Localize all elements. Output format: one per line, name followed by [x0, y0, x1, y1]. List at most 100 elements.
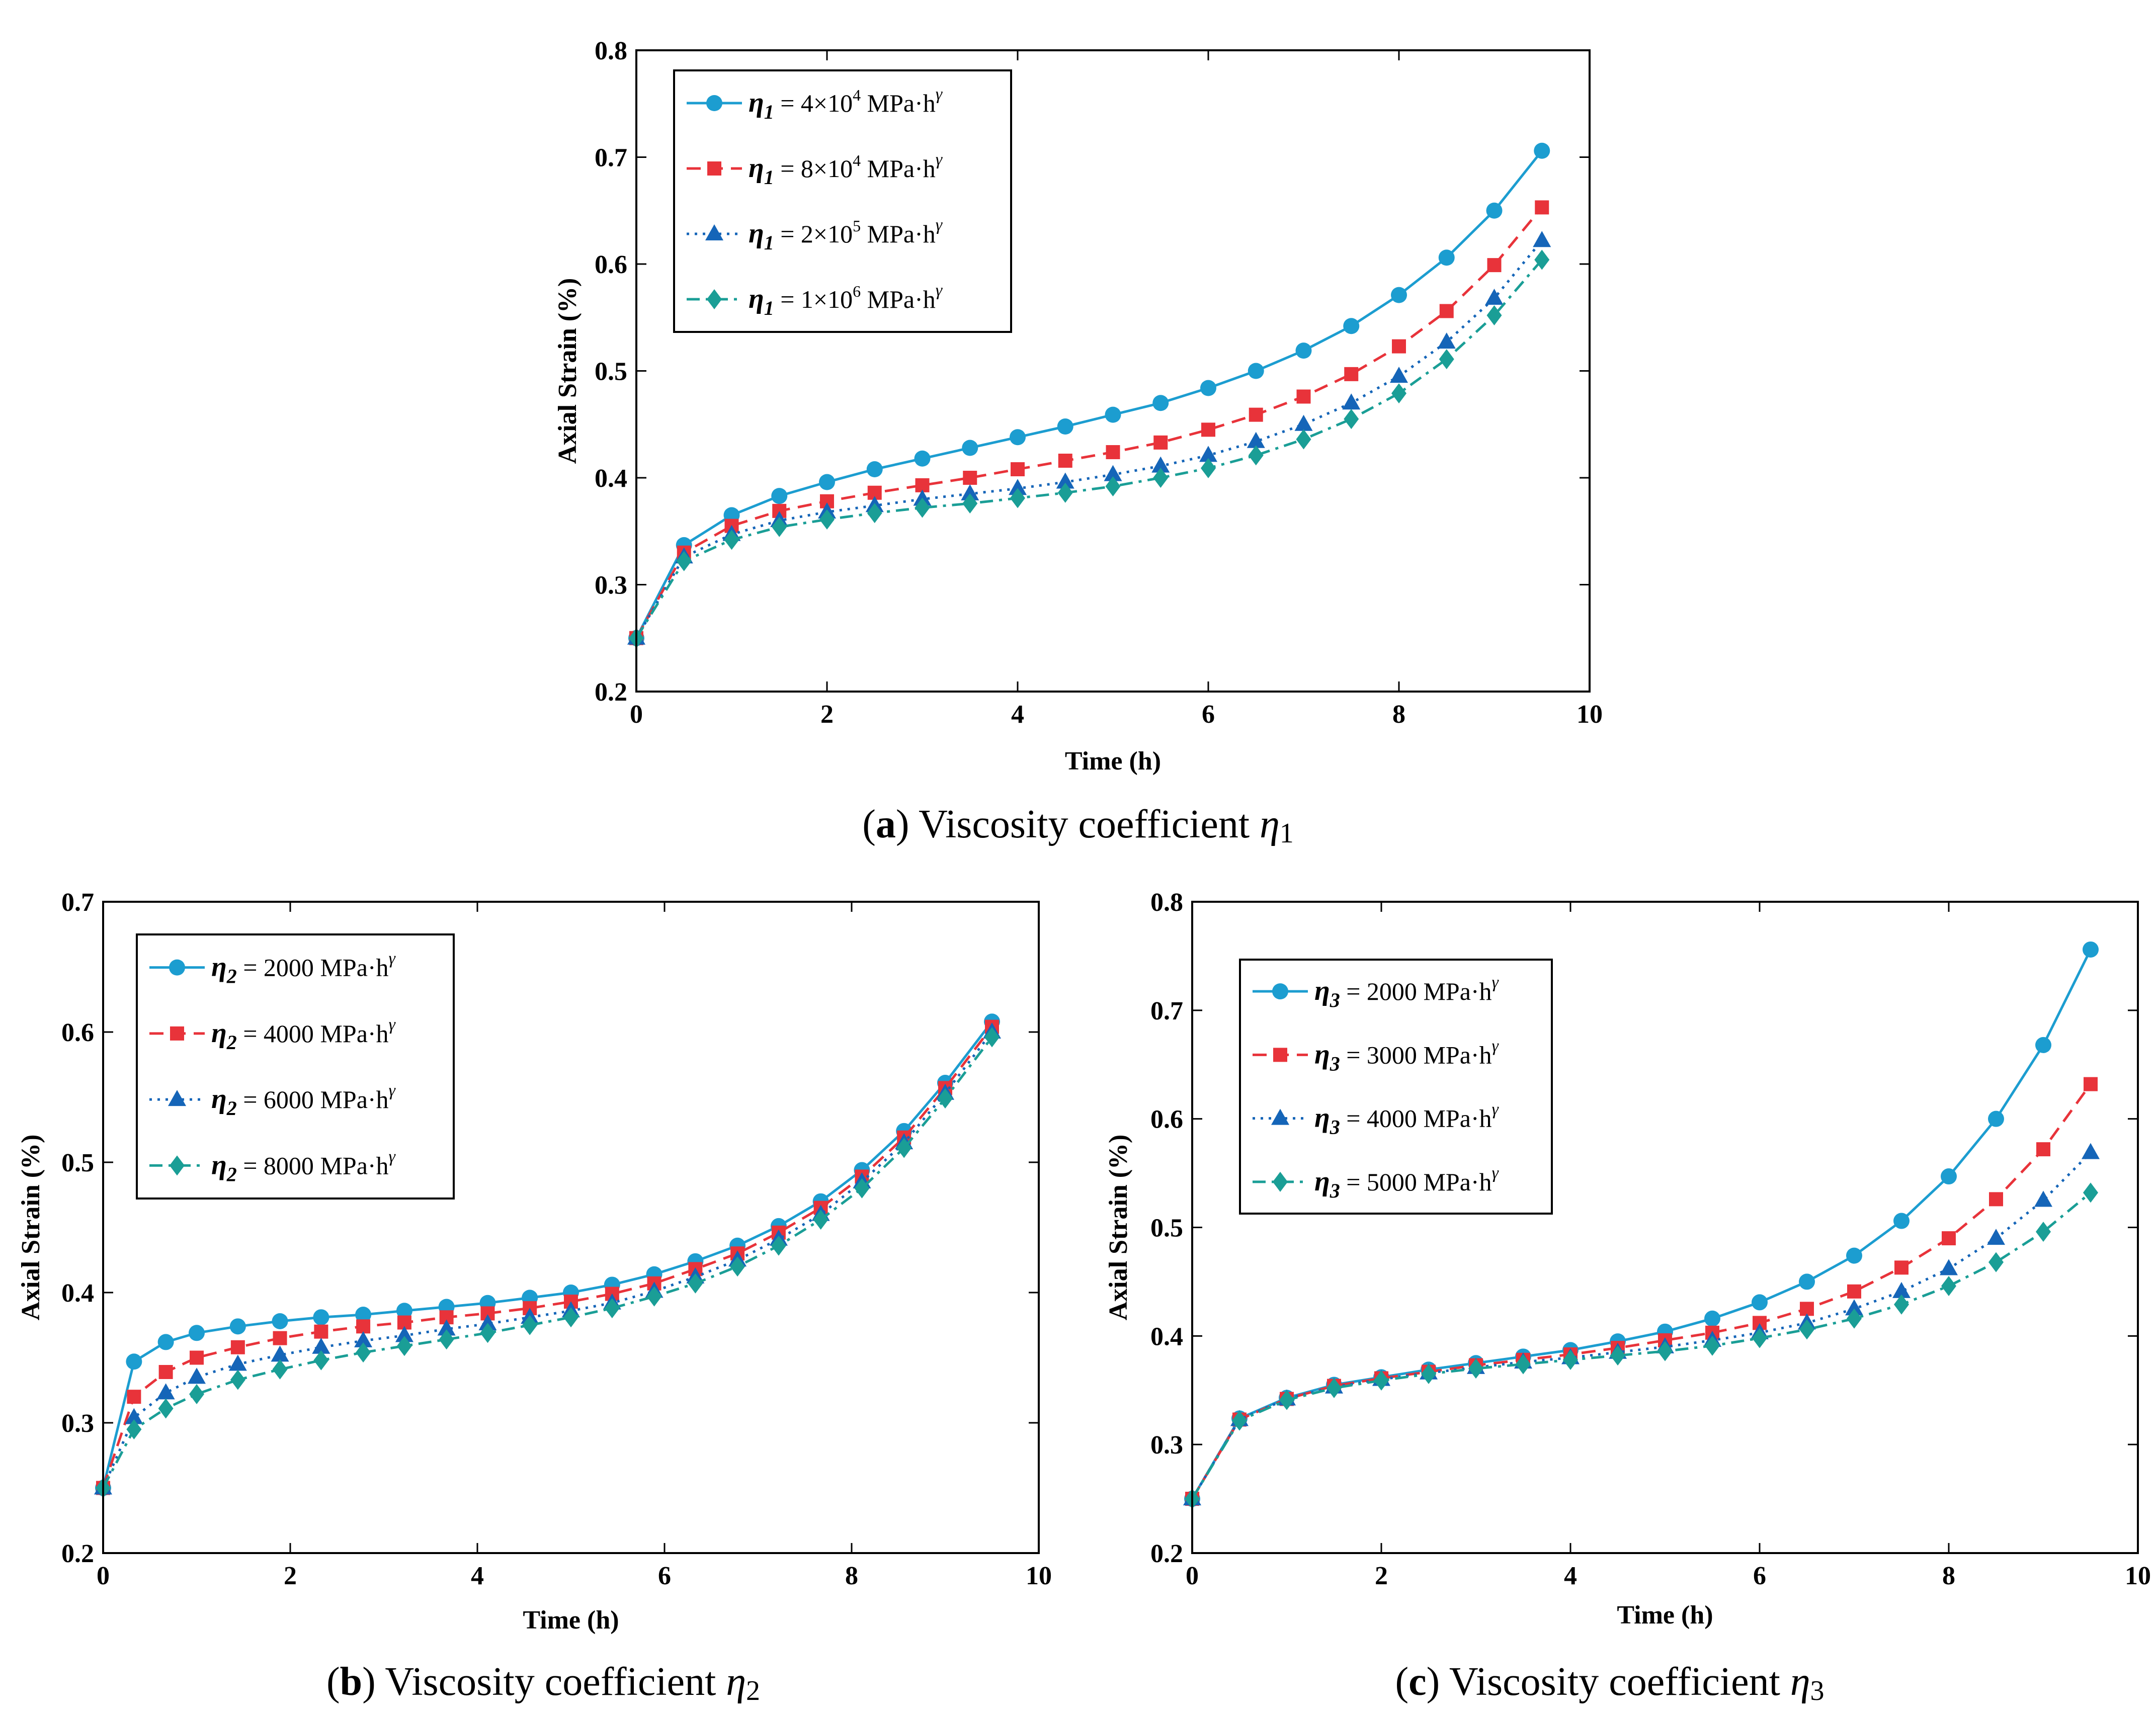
panel-c-series-4-point-12 — [1705, 1335, 1720, 1356]
panel-a-series-1-point-7 — [914, 450, 931, 467]
panel-a-series-2-point-9 — [1011, 462, 1025, 476]
panel-a-series-2-line — [635, 206, 1543, 639]
panel-b-y-tick-label: 0.7 — [61, 888, 94, 917]
panel-a-legend-marker-2 — [707, 161, 721, 176]
panel-c-x-tick-label: 8 — [1942, 1562, 1955, 1590]
panel-a-series-2-point-15 — [1296, 389, 1311, 404]
panel-a-series-4-point-9 — [1010, 488, 1025, 508]
panel-a-legend-marker-3 — [705, 224, 723, 240]
panel-b-series-4-point-23 — [984, 1027, 1000, 1048]
panel-a-series-4-point-19 — [1486, 305, 1502, 325]
panel-c-series-4-point-11 — [1657, 1341, 1673, 1361]
panel-b-caption: (b) Viscosity coefficient η2 — [326, 1660, 760, 1706]
panel-b-series-1-point-4 — [189, 1325, 205, 1341]
panel-b-legend-marker-4 — [170, 1155, 185, 1176]
panel-b-series-2-point-2 — [127, 1390, 141, 1404]
panel-c-series-3-point-18 — [1987, 1229, 2005, 1245]
panel-a-series-1-point-12 — [1152, 395, 1169, 411]
panel-b-series-1-point-2 — [126, 1353, 142, 1370]
panel-b-series-3-point-3 — [156, 1383, 175, 1400]
panel-a-series-3-point-18 — [1437, 332, 1456, 349]
panel-c-series-2-point-19 — [2036, 1142, 2050, 1157]
panel-c-x-axis-label: Time (h) — [1617, 1601, 1713, 1630]
panel-c-series-4-point-10 — [1610, 1345, 1625, 1366]
panel-b-series-3-point-7 — [312, 1337, 330, 1354]
panel-c-series-4-line — [1191, 1191, 2092, 1500]
panel-a-y-tick-label: 0.2 — [595, 678, 627, 707]
panel-a-series-4-point-6 — [867, 503, 882, 524]
panel-a-series-1-point-8 — [962, 440, 978, 456]
panel-a-legend-marker-4 — [707, 289, 722, 309]
panel-a-series-1-point-19 — [1486, 202, 1503, 219]
panel-b-series-2-point-7 — [314, 1324, 328, 1339]
panel-a-x-tick-label: 4 — [1011, 700, 1024, 729]
panel-c-series-1-point-20 — [2083, 941, 2099, 958]
panel-a-series-1-point-9 — [1010, 429, 1026, 446]
panel-c-series-4-point-14 — [1799, 1319, 1814, 1340]
panel-c-series-2-point-20 — [2084, 1077, 2098, 1091]
panel-c-y-tick-label: 0.7 — [1150, 997, 1183, 1025]
panel-a-series-2-point-18 — [1439, 304, 1454, 318]
panel-c-series-4-point-2 — [1232, 1410, 1247, 1431]
panel-c-caption: (c) Viscosity coefficient η3 — [1395, 1660, 1824, 1706]
panel-c-series-4-point-5 — [1374, 1370, 1389, 1391]
panel-c-x-tick-label: 4 — [1564, 1562, 1577, 1590]
panel-a-series-1-point-16 — [1343, 318, 1360, 334]
panel-a-series-1-point-14 — [1248, 363, 1264, 379]
panel-b-series-4-point-19 — [813, 1209, 828, 1230]
panel-b-series-3-point-6 — [271, 1345, 289, 1362]
panel-a-series-3-point-15 — [1294, 414, 1313, 431]
panel-c-series-3-line — [1191, 1151, 2092, 1500]
panel-b-series-4-point-16 — [688, 1273, 703, 1294]
panel-a-series-2-point-13 — [1201, 422, 1215, 437]
panel-a-series-1-point-6 — [866, 461, 883, 477]
panel-b-series-3-point-8 — [354, 1331, 373, 1347]
panel-a-series-3-point-20 — [1533, 231, 1551, 247]
panel-b-series-3-point-9 — [395, 1326, 413, 1342]
panel-b-series-4-point-12 — [522, 1315, 538, 1335]
panel-a-series-4-point-15 — [1296, 429, 1311, 450]
panel-b-series-4-point-17 — [730, 1256, 745, 1277]
panel-a-series-3-point-12 — [1151, 456, 1170, 473]
panel-a-x-tick-label: 6 — [1202, 700, 1215, 729]
panel-b-legend-label-4: η2 = 8000 MPa·hγ — [211, 1147, 396, 1185]
panel-a-series-1-point-5 — [819, 474, 835, 490]
panel-b-series-4-point-22 — [938, 1088, 953, 1109]
panel-b-series-1-point-7 — [313, 1309, 329, 1326]
panel-a-series-1-point-4 — [771, 488, 788, 504]
panel-c-series-1-point-18 — [1988, 1110, 2004, 1127]
panel-c-series-4-point-18 — [1988, 1252, 2004, 1272]
panel-b-legend-label-2: η2 = 4000 MPa·hγ — [211, 1015, 396, 1054]
panel-b-series-4-point-18 — [771, 1235, 786, 1256]
panel-a-series-2-point-14 — [1249, 407, 1263, 422]
panel-a-series-3-point-14 — [1247, 432, 1265, 448]
panel-c-series-4-point-20 — [2083, 1182, 2098, 1203]
panel-a-series-3-point-8 — [961, 484, 979, 500]
panel-a-series-4-point-3 — [724, 530, 739, 550]
panel-c-y-tick-label: 0.8 — [1150, 888, 1183, 917]
panel-c-series-3-point-16 — [1892, 1281, 1911, 1298]
panel-b-y-tick-label: 0.3 — [61, 1409, 94, 1438]
panel-a-series-4-point-2 — [676, 551, 692, 571]
panel-b-x-tick-label: 8 — [845, 1562, 858, 1590]
panel-a-series-2-point-19 — [1487, 258, 1502, 273]
panel-b-series-4-point-5 — [230, 1369, 245, 1390]
panel-c-series-1-point-19 — [2035, 1037, 2051, 1053]
panel-a-series-4-point-8 — [962, 493, 978, 513]
panel-a-series-2-point-10 — [1058, 454, 1072, 468]
panel-a-series-3-point-17 — [1390, 367, 1408, 383]
panel-b-series-2-point-4 — [190, 1350, 204, 1365]
panel-b-x-axis-label: Time (h) — [523, 1606, 619, 1635]
panel-b-legend-box — [136, 933, 455, 1200]
panel-a-x-tick-label: 0 — [630, 700, 643, 729]
panel-c-series-2-point-18 — [1989, 1192, 2003, 1207]
panel-a-series-2-point-12 — [1153, 435, 1168, 450]
panel-b-legend-marker-2 — [170, 1026, 184, 1041]
panel-b-x-tick-label: 0 — [97, 1562, 110, 1590]
panel-c-y-tick-label: 0.6 — [1150, 1105, 1183, 1134]
panel-c-series-4-point-15 — [1847, 1308, 1862, 1329]
panel-c-series-1-point-15 — [1846, 1247, 1862, 1264]
panel-a-series-3-point-19 — [1485, 289, 1504, 305]
panel-b-series-4-point-4 — [189, 1384, 204, 1405]
panel-c-series-4-point-9 — [1563, 1349, 1578, 1370]
